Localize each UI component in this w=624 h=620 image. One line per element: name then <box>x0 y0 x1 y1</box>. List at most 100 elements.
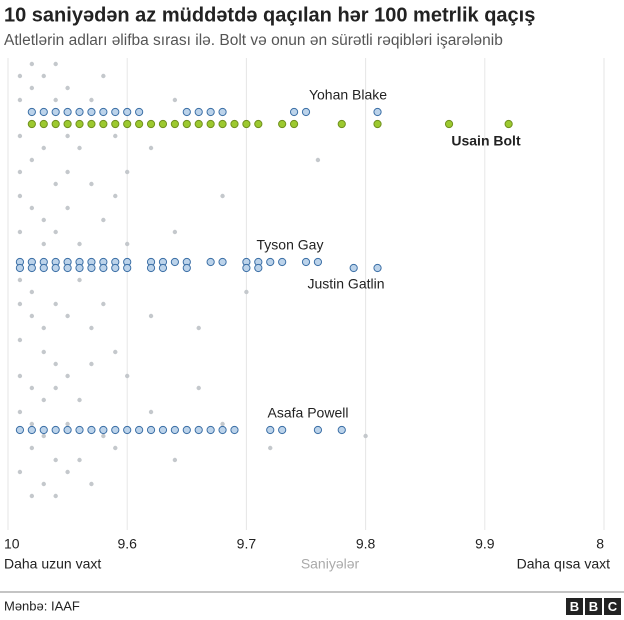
x-tick-label: 9.9 <box>475 536 495 552</box>
x-right-note: Daha qısa vaxt <box>517 556 610 572</box>
dot <box>17 133 23 139</box>
highlight-dot <box>170 425 179 435</box>
highlight-dot <box>337 425 346 435</box>
highlight-dot <box>230 119 239 129</box>
dot <box>77 145 82 151</box>
highlight-dot <box>170 119 179 129</box>
dot <box>41 349 46 355</box>
x-axis-label: Saniyələr <box>301 556 360 572</box>
dot <box>17 169 23 175</box>
dot <box>53 97 58 103</box>
highlight-dot <box>75 119 84 129</box>
dot <box>148 313 154 319</box>
highlight-dot <box>242 263 251 273</box>
series-label: Tyson Gay <box>257 237 324 253</box>
highlight-dot <box>63 107 72 117</box>
dot <box>17 229 23 235</box>
highlight-dot <box>63 263 72 273</box>
highlight-dot <box>27 263 36 273</box>
dot <box>101 217 106 223</box>
dot <box>89 181 94 187</box>
dot <box>172 457 178 463</box>
highlight-dot <box>135 107 144 117</box>
highlight-dot <box>99 263 108 273</box>
highlight-dot <box>504 119 513 129</box>
dot <box>113 133 118 139</box>
highlight-dot <box>278 119 287 129</box>
highlight-dot <box>278 257 287 267</box>
dot <box>196 325 201 331</box>
highlight-dot <box>373 119 382 129</box>
highlight-dot <box>87 425 96 435</box>
dot <box>65 421 70 427</box>
highlight-dot <box>27 425 36 435</box>
chart-subtitle: Atletlərin adları əlifba sırası ilə. Bol… <box>4 32 503 49</box>
highlight-dot <box>313 425 323 435</box>
dot <box>244 289 249 295</box>
dot <box>125 373 130 379</box>
highlight-dot <box>158 425 168 435</box>
dot <box>29 157 35 163</box>
highlight-dot <box>266 257 275 267</box>
logo-block <box>604 598 621 615</box>
dot <box>65 169 70 175</box>
highlight-dot <box>218 119 227 129</box>
highlight-dot <box>194 119 203 129</box>
dot <box>17 193 23 199</box>
series-label: Yohan Blake <box>309 87 387 103</box>
highlight-dot <box>230 425 239 435</box>
dot <box>29 205 35 211</box>
highlight-dot <box>39 263 48 273</box>
dot <box>17 373 23 379</box>
series-label: Asafa Powell <box>268 405 349 421</box>
dot <box>53 457 58 463</box>
highlight-dot <box>289 107 299 117</box>
logo-letter: B <box>589 599 598 614</box>
highlight-dot <box>254 263 263 273</box>
dot <box>113 445 118 451</box>
highlight-dot <box>75 107 84 117</box>
dot <box>41 145 46 151</box>
highlight-dot <box>313 257 323 267</box>
highlight-dot <box>242 119 251 129</box>
highlight-dot <box>51 263 60 273</box>
logo-letter: B <box>570 599 579 614</box>
dot <box>125 169 130 175</box>
highlight-dot <box>111 425 120 435</box>
dot <box>17 97 23 103</box>
dot <box>65 85 70 91</box>
dot <box>220 193 225 199</box>
dot <box>29 313 35 319</box>
highlight-dot <box>266 425 275 435</box>
dot <box>77 397 82 403</box>
dot <box>41 241 46 247</box>
highlight-dot <box>158 119 168 129</box>
dot <box>65 373 70 379</box>
dot <box>77 457 82 463</box>
dot <box>101 73 106 79</box>
dot <box>65 205 70 211</box>
chart-title: 10 saniyədən az müddətdə qaçılan hər 100… <box>4 4 535 26</box>
dot <box>17 337 23 343</box>
highlight-dot <box>194 425 203 435</box>
dot <box>53 229 58 235</box>
highlight-dot <box>182 263 191 273</box>
dot <box>65 133 70 139</box>
dot <box>315 157 321 163</box>
dot <box>77 277 82 283</box>
x-tick-label: 9.8 <box>356 536 376 552</box>
dot <box>113 193 118 199</box>
dot <box>29 61 35 67</box>
highlight-dot <box>15 425 25 435</box>
dot <box>29 289 35 295</box>
highlight-dot <box>373 263 382 273</box>
highlight-dot <box>135 119 144 129</box>
highlight-dot <box>146 425 156 435</box>
highlight-dot <box>146 119 156 129</box>
highlight-dot <box>63 425 72 435</box>
highlight-dot <box>337 119 346 129</box>
logo-block <box>566 598 583 615</box>
dot <box>29 85 35 91</box>
dot <box>17 409 23 415</box>
